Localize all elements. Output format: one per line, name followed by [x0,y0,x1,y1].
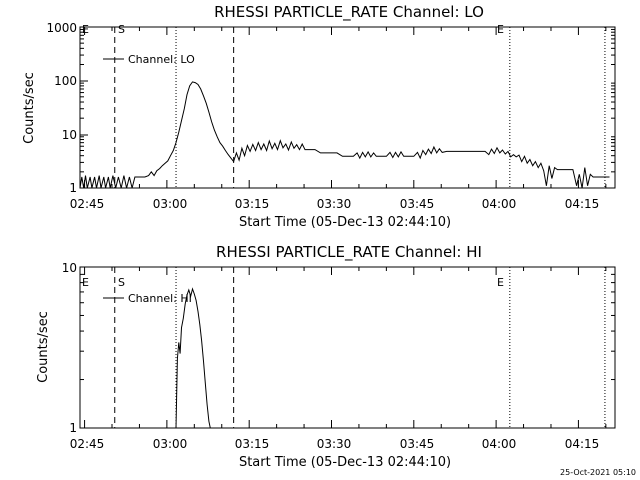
marker-label: E [497,276,504,289]
series-line [175,287,211,429]
y-axis-label: Counts/sec [22,72,37,144]
x-axis-label: Start Time (05-Dec-13 02:44:10) [239,455,451,470]
x-tick-label: 02:45 [70,197,105,211]
y-axis-label: Counts/sec [36,311,51,383]
x-tick-label: 03:15 [235,437,270,451]
panel-lo: RHESSI PARTICLE_RATE Channel: LO Counts/… [22,3,616,230]
series-line [79,81,610,189]
y-tick-label: 1 [69,421,77,435]
panel-hi: RHESSI PARTICLE_RATE Channel: HI Counts/… [36,243,616,470]
y-tick-label: 1 [69,181,77,195]
y-tick-label: 10 [62,261,77,275]
legend-label: Channel: LO [128,53,195,66]
x-tick-label: 04:15 [565,437,600,451]
chart-marks [79,27,615,189]
marker-label: E [82,276,89,289]
marker-label: E [82,23,89,36]
plot-frame [79,266,616,429]
chart-title: RHESSI PARTICLE_RATE Channel: LO [214,3,484,22]
y-tick-label: 10 [62,128,77,142]
x-tick-label: 03:30 [317,437,352,451]
marker-label: S [118,276,125,289]
x-tick-label: 03:00 [153,197,188,211]
y-tick-label: 100 [54,74,77,88]
x-tick-label: 02:45 [70,437,105,451]
x-tick-label: 03:45 [400,437,435,451]
marker-label: E [497,23,504,36]
x-tick-label: 03:30 [317,197,352,211]
chart-title: RHESSI PARTICLE_RATE Channel: HI [216,243,482,262]
x-tick-label: 03:15 [235,197,270,211]
footer-timestamp: 25-Oct-2021 05:10 [560,468,636,477]
marker-label: S [118,23,125,36]
legend-label: Channel: HI [128,292,192,305]
chart-marks [79,267,615,429]
x-tick-label: 04:15 [565,197,600,211]
x-tick-label: 04:00 [482,197,517,211]
x-tick-label: 03:45 [400,197,435,211]
x-axis-label: Start Time (05-Dec-13 02:44:10) [239,215,451,230]
y-tick-label: 1000 [46,21,77,35]
x-tick-label: 03:00 [153,437,188,451]
x-tick-label: 04:00 [482,437,517,451]
plot-frame [79,26,616,189]
